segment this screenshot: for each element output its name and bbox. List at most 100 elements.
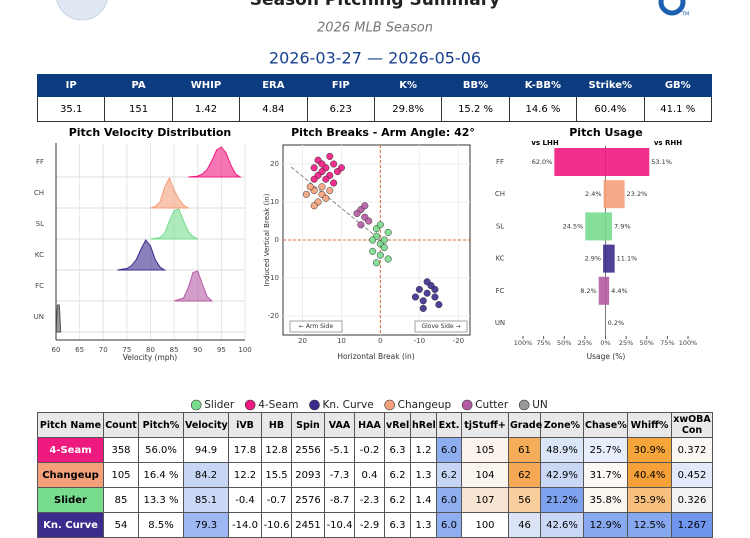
pitch-point <box>377 252 384 259</box>
legend-label: Kn. Curve <box>322 399 373 411</box>
pitch-cell: -5.1 <box>325 438 355 463</box>
chart-title: Pitch Velocity Distribution <box>69 126 232 139</box>
stat-value: 35.1 <box>38 97 105 122</box>
x-tick-label: 90 <box>193 346 202 354</box>
pitch-point <box>354 210 361 217</box>
x-tick-label: 75% <box>536 339 550 347</box>
pitch-cell: -2.9 <box>355 513 385 538</box>
x-tick-label: 0% <box>600 339 610 347</box>
pitch-cell: 6.0 <box>437 438 462 463</box>
pitch-point <box>385 229 392 236</box>
row-label: KC <box>35 251 44 259</box>
pitch-cell: 48.9% <box>541 438 584 463</box>
pitch-point <box>369 237 376 244</box>
x-tick-label: 70 <box>99 346 108 354</box>
legend-swatch <box>462 400 472 410</box>
pitch-cell: 107 <box>462 488 509 513</box>
usage-bar <box>606 277 610 305</box>
column-header: Count <box>104 413 139 438</box>
usage-bar <box>606 245 615 273</box>
usage-bar <box>606 148 650 176</box>
stat-label: GB% <box>644 75 711 97</box>
x-tick-label: 50% <box>557 339 571 347</box>
pitch-cell: -0.4 <box>229 488 262 513</box>
pitch-cell: 100 <box>462 513 509 538</box>
pitch-point <box>377 222 384 229</box>
subtitle: 2026 MLB Season <box>317 21 433 36</box>
column-header: Whiff% <box>628 413 672 438</box>
pitch-cell: 40.4% <box>628 463 672 488</box>
pitch-cell: 25.7% <box>584 438 628 463</box>
x-tick-label: 75% <box>660 339 674 347</box>
usage-bar <box>606 212 613 240</box>
row-label: SL <box>496 222 504 230</box>
pitch-point <box>432 294 439 301</box>
pitch-name: Changeup <box>38 463 104 488</box>
row-label: UN <box>495 319 505 327</box>
stat-value: 4.84 <box>240 97 307 122</box>
pitch-cell: 0.372 <box>672 438 713 463</box>
value-label: 53.1% <box>651 158 672 166</box>
pitch-cell: 6.2 <box>385 463 411 488</box>
pitch-point <box>319 161 326 168</box>
pitch-point <box>323 176 330 183</box>
pitch-point <box>381 237 388 244</box>
side-label: vs LHH <box>531 139 558 147</box>
pitch-point <box>373 260 380 267</box>
pitch-point <box>412 294 419 301</box>
pitch-cell: 31.7% <box>584 463 628 488</box>
title: Season Pitching Summary <box>250 0 500 10</box>
pitch-point <box>424 290 431 297</box>
pitch-point <box>330 180 337 187</box>
x-tick-label: 10 <box>337 337 346 345</box>
pitch-cell: 105 <box>104 463 139 488</box>
value-label: 0.2% <box>608 319 625 327</box>
legend-label: 4-Seam <box>258 399 298 411</box>
legend-item: UN <box>519 399 548 411</box>
pitch-cell: 42.6% <box>541 513 584 538</box>
usage-bar <box>606 180 625 208</box>
x-axis-label: Usage (%) <box>587 352 626 361</box>
stat-label: BB% <box>442 75 509 97</box>
pitch-cell: 2093 <box>292 463 325 488</box>
pitch-name: Slider <box>38 488 104 513</box>
stat-label: PA <box>105 75 172 97</box>
pitch-cell: 6.2 <box>437 463 462 488</box>
pitch-cell: 6.2 <box>385 488 411 513</box>
value-label: 23.2% <box>627 190 648 198</box>
row-label: FF <box>496 158 504 166</box>
pitch-cell: 15.5 <box>262 463 292 488</box>
pitch-cell: 79.3 <box>184 513 229 538</box>
value-label: 24.5% <box>563 222 584 230</box>
x-tick-label: 100% <box>514 339 533 347</box>
row-label: SL <box>36 220 44 228</box>
value-label: 2.9% <box>585 255 602 263</box>
usage-bar <box>554 148 605 176</box>
pitch-point <box>381 244 388 251</box>
pitch-cell: -0.7 <box>262 488 292 513</box>
usage-bar <box>603 245 605 273</box>
pitch-cell: 54 <box>104 513 139 538</box>
player-photo <box>56 0 108 20</box>
pitch-point <box>432 286 439 293</box>
pitch-cell: -10.4 <box>325 513 355 538</box>
stat-value: 6.23 <box>307 97 374 122</box>
legend-item: 4-Seam <box>245 399 298 411</box>
pitch-cell: 62 <box>509 463 541 488</box>
pitch-cell: -0.2 <box>355 438 385 463</box>
pitch-cell: 2451 <box>292 513 325 538</box>
legend-swatch <box>191 400 201 410</box>
pitch-point <box>420 305 427 312</box>
pitch-point <box>326 187 333 194</box>
pitch-cell: 12.9% <box>584 513 628 538</box>
x-axis-label: Horizontal Break (in) <box>337 352 414 361</box>
pitch-cell: 12.5% <box>628 513 672 538</box>
column-header: Ext. <box>437 413 462 438</box>
pitch-point <box>365 218 372 225</box>
pitch-point <box>420 298 427 305</box>
column-header: iVB <box>229 413 262 438</box>
legend-label: UN <box>532 399 548 411</box>
